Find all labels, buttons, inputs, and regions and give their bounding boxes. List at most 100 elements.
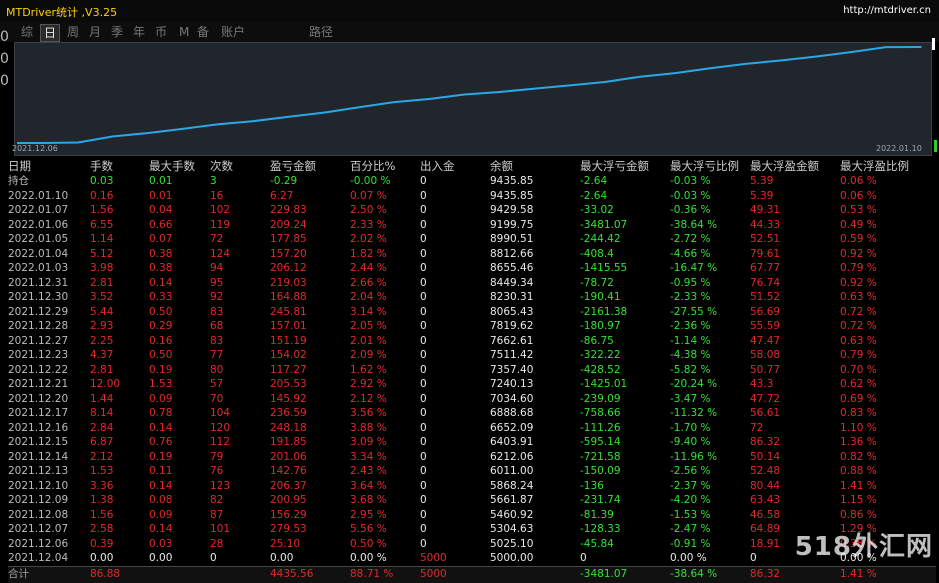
column-header[interactable]: 百分比% [350,159,396,173]
table-cell: -9.40 % [670,436,711,448]
column-header[interactable]: 余额 [490,159,513,173]
tab-9[interactable]: 备 [197,25,210,39]
equity-point [393,101,396,103]
equity-point [604,81,606,83]
table-cell: 56.69 [750,305,781,318]
tab-8[interactable]: M [179,25,190,39]
table-row[interactable]: 2022.01.03 3.98 0.38 94 206.12 2.44 % 0 8655.46… [8,261,936,276]
tab-5[interactable]: 季 [111,25,124,39]
tab-7[interactable]: 币 [155,25,168,39]
table-cell: 86.32 [750,436,781,448]
table-row[interactable]: 2021.12.17 8.14 0.78 104 236.59 3.56 % 0 6888.6… [8,406,936,421]
table-row[interactable]: 2021.12.21 12.00 1.53 57 205.53 2.92 % 0 7240.1… [8,377,936,392]
table-row[interactable]: 2022.01.04 5.12 0.38 124 157.20 1.82 % 0 8812.6… [8,247,936,262]
tab-3[interactable]: 周 [67,25,80,39]
column-header[interactable]: 最大浮盈金额 [750,159,819,173]
table-cell: 0.50 [149,305,173,318]
table-row[interactable]: 2021.12.22 2.81 0.19 80 117.27 1.62 % 0 7357.40… [8,363,936,378]
column-header[interactable]: 盈亏金额 [270,159,316,173]
table-cell: 0 [420,378,427,390]
tab-2[interactable]: 日 [40,24,61,42]
table-cell: 0.33 [149,291,173,303]
tab-6[interactable]: 年 [133,25,146,39]
table-row[interactable]: 2021.12.09 1.38 0.08 82 200.95 3.68 % 0 5661.87… [8,493,936,508]
column-header[interactable]: 日期 [8,159,31,173]
table-cell: 157.01 [270,320,307,332]
table-cell: 3.64 % [350,479,387,492]
column-header[interactable]: 最大浮亏比例 [670,159,739,173]
table-cell: 2.12 % [350,392,387,405]
table-cell: 2.81 [90,363,114,376]
table-cell: 2.66 % [350,276,387,289]
table-cell: 101 [210,523,231,535]
table-cell: -758.66 [580,407,621,419]
table-row[interactable]: 2021.12.08 1.56 0.09 87 156.29 2.95 % 0 5460.92… [8,508,936,523]
table-cell: 94 [210,262,224,274]
table-row[interactable]: 2022.01.05 1.14 0.07 72 177.85 2.02 % 0 8990.51… [8,232,936,247]
table-cell: 7511.42 [490,349,534,361]
table-cell: -150.09 [580,465,621,477]
table-row[interactable]: 2021.12.23 4.37 0.50 77 154.02 2.09 % 0 7511.42… [8,348,936,363]
table-row[interactable]: 2021.12.14 2.12 0.19 79 201.06 3.34 % 0 6212.06… [8,450,936,465]
table-row[interactable]: 2021.12.28 2.93 0.29 68 157.01 2.05 % 0 7819.62… [8,319,936,334]
table-row[interactable]: 2022.01.10 0.16 0.01 16 6.27 0.07 % 0 9435.85 -2… [8,189,936,204]
table-row[interactable]: 2021.12.27 2.25 0.16 83 151.19 2.01 % 0 7662.61… [8,334,936,349]
table-row[interactable]: 2021.12.10 3.36 0.14 123 206.37 3.64 % 0 5868.2… [8,479,936,494]
table-cell: 6011.00 [490,465,534,477]
table-row[interactable]: 2021.12.30 3.52 0.33 92 164.88 2.04 % 0 8230.31… [8,290,936,305]
table-cell: 2022.01.04 [8,247,69,260]
scroll-marker-top[interactable] [932,38,935,50]
table-cell: -0.03 % [670,189,711,202]
table-row[interactable]: 持仓 0.03 0.01 3 -0.29 -0.00 % 0 9435.85 -2.64 -0.0… [8,174,936,189]
table-row[interactable]: 2021.12.13 1.53 0.11 76 142.76 2.43 % 0 6011.00… [8,464,936,479]
table-cell: 2021.12.04 [8,552,69,564]
scroll-marker-bottom[interactable] [934,140,937,152]
website-link[interactable]: http://mtdriver.cn [843,5,931,16]
table-cell: 201.06 [270,450,307,463]
equity-point [885,46,887,48]
tab-4[interactable]: 月 [89,25,102,39]
table-cell: 1.41 % [840,479,877,492]
tab-10[interactable]: 账户 [221,25,246,39]
table-row[interactable]: 2021.12.20 1.44 0.09 70 145.92 2.12 % 0 7034.60… [8,392,936,407]
table-cell: 44.33 [750,218,781,231]
table-cell: 3.52 [90,291,114,303]
table-row[interactable]: 2022.01.06 6.55 0.66 119 209.24 2.33 % 0 9199.7… [8,218,936,233]
table-cell: 0 [420,233,427,245]
table-cell: 8.14 [90,407,114,419]
column-header[interactable]: 最大浮盈比例 [840,159,909,173]
table-cell: 0.03 [90,175,114,187]
table-cell: 1.38 [90,494,114,506]
table-cell: 6652.09 [490,421,534,434]
column-header[interactable]: 次数 [210,159,233,173]
table-cell: 2022.01.06 [8,218,69,231]
table-cell: 0 [580,552,587,564]
table-cell: 0.50 % [350,537,387,550]
table-row[interactable]: 2021.12.16 2.84 0.14 120 248.18 3.88 % 0 6652.0… [8,421,936,436]
table-cell: 2021.12.29 [8,305,69,318]
table-row[interactable]: 2021.12.06 0.39 0.03 28 25.10 0.50 % 0 5025.10 -… [8,537,936,552]
table-row[interactable]: 2021.12.04 0.00 0.00 0 0.00 0.00 % 5000 5000.00… [8,551,936,566]
table-cell: 2.84 [90,421,114,434]
table-row[interactable]: 2021.12.31 2.81 0.14 95 219.03 2.66 % 0 8449.34… [8,276,936,291]
table-cell: 117.27 [270,363,307,376]
tab-11[interactable]: 路径 [309,25,334,39]
table-row[interactable]: 2021.12.15 6.87 0.76 112 191.85 3.09 % 0 6403.9… [8,435,936,450]
table-cell: -0.29 [270,175,298,187]
table-cell: 2021.12.10 [8,479,69,492]
column-header[interactable]: 出入金 [420,159,455,173]
equity-point [112,135,115,138]
table-row[interactable]: 2022.01.07 1.56 0.04 102 229.83 2.50 % 0 9429.5… [8,203,936,218]
tab-1[interactable]: 综 [21,25,34,39]
table-row[interactable]: 2021.12.29 5.44 0.50 83 245.81 3.14 % 0 8065.43… [8,305,936,320]
column-header[interactable]: 最大手数 [149,159,195,173]
table-cell: -1415.55 [580,262,628,274]
column-header[interactable]: 手数 [90,159,113,173]
table-cell: 2.02 % [350,233,387,245]
table-cell: 76.74 [750,276,781,289]
table-cell: -1.53 % [670,508,711,521]
table-cell: -81.39 [580,508,614,521]
column-header[interactable]: 最大浮亏金额 [580,159,649,173]
table-cell: 6.55 [90,218,114,231]
table-row[interactable]: 2021.12.07 2.58 0.14 101 279.53 5.56 % 0 5304.6… [8,522,936,537]
